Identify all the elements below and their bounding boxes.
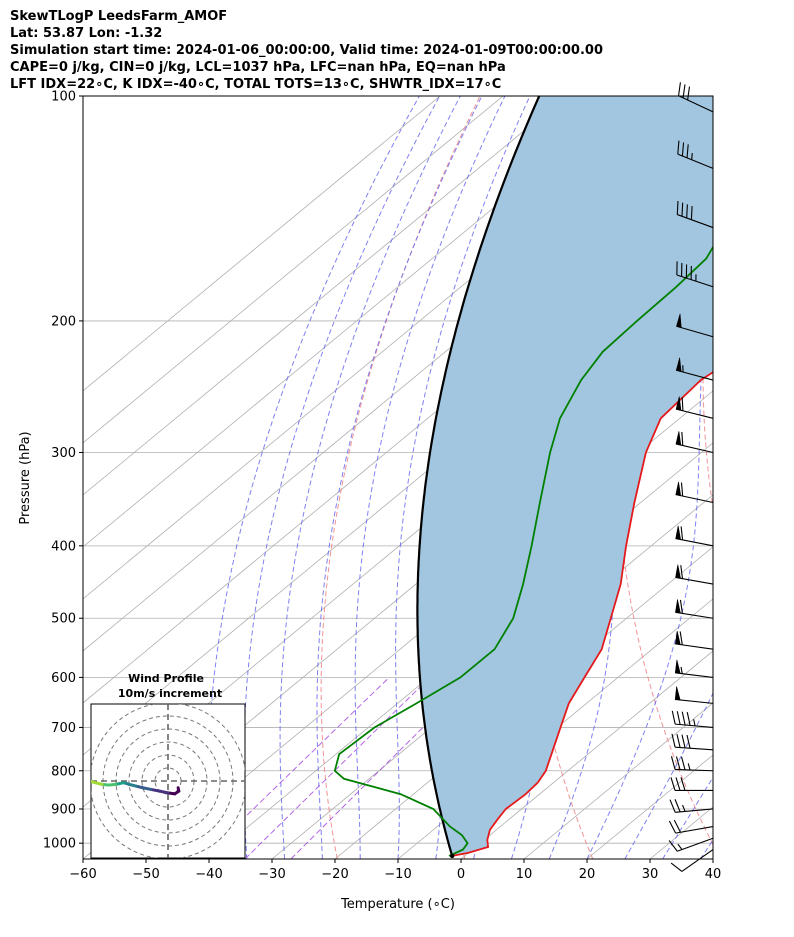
x-tick-label: 40 bbox=[705, 867, 722, 882]
y-tick-label: 800 bbox=[51, 764, 76, 779]
wind-barb bbox=[675, 481, 714, 504]
y-tick-label: 300 bbox=[51, 446, 76, 461]
y-tick-label: 200 bbox=[51, 314, 76, 329]
wind-barb bbox=[674, 686, 714, 704]
x-tick-label: 0 bbox=[457, 867, 465, 882]
temperature-line bbox=[452, 371, 713, 857]
moist-adiabat bbox=[395, 96, 531, 859]
moist-adiabat bbox=[243, 96, 441, 859]
x-tick-label: −60 bbox=[69, 867, 96, 882]
x-tick-label: 20 bbox=[579, 867, 596, 882]
isotherm-line bbox=[523, 702, 713, 859]
parcel-path-line bbox=[416, 96, 541, 857]
y-tick-label: 900 bbox=[51, 802, 76, 817]
moist-adiabat bbox=[279, 96, 461, 859]
title-station: SkewTLogP LeedsFarm_AMOF bbox=[10, 9, 228, 24]
wind-barb bbox=[676, 313, 714, 338]
title-indices: LFT IDX=22∘C, K IDX=-40∘C, TOTAL TOTS=13… bbox=[10, 77, 502, 92]
wind-barb bbox=[675, 396, 714, 419]
x-tick-label: 10 bbox=[516, 867, 533, 882]
dewpoint-line bbox=[333, 245, 713, 857]
cin-shaded-area bbox=[417, 96, 713, 856]
moist-adiabat bbox=[586, 239, 713, 859]
y-tick-label: 1000 bbox=[43, 837, 76, 852]
hodograph-segment bbox=[91, 780, 97, 785]
isotherm-line bbox=[460, 650, 713, 859]
y-tick-label: 100 bbox=[51, 90, 76, 105]
wind-barb bbox=[668, 837, 714, 852]
isotherm-line bbox=[712, 858, 713, 859]
x-tick-label: 30 bbox=[642, 867, 659, 882]
wind-barb bbox=[675, 525, 714, 547]
title-latlon: Lat: 53.87 Lon: -1.32 bbox=[10, 26, 163, 41]
wind-barb bbox=[670, 777, 713, 791]
x-tick-label: −40 bbox=[195, 867, 222, 882]
wind-barb bbox=[670, 756, 714, 772]
parcel-start-marker bbox=[449, 853, 455, 859]
wind-barb bbox=[675, 431, 714, 454]
moist-adiabat bbox=[354, 96, 506, 859]
y-axis-label: Pressure (hPa) bbox=[18, 431, 33, 524]
title-times: Simulation start time: 2024-01-06_00:00:… bbox=[10, 43, 603, 58]
y-tick-label: 400 bbox=[51, 539, 76, 554]
wind-barb bbox=[676, 200, 714, 229]
wind-barb bbox=[677, 140, 714, 169]
wind-barb bbox=[675, 357, 714, 381]
y-tick-label: 600 bbox=[51, 671, 76, 686]
y-tick-label: 500 bbox=[51, 612, 76, 627]
hodograph-plot bbox=[91, 704, 245, 858]
wind-barb bbox=[671, 710, 714, 728]
dry-adiabat bbox=[320, 96, 481, 859]
title-cape: CAPE=0 j/kg, CIN=0 j/kg, LCL=1037 hPa, L… bbox=[10, 60, 506, 75]
wind-barb bbox=[668, 819, 714, 834]
wind-barb bbox=[675, 564, 714, 585]
moist-adiabat bbox=[206, 96, 420, 859]
cape-shading bbox=[417, 96, 713, 856]
hodograph-inset: Wind Profile 10m/s increment bbox=[90, 672, 246, 859]
y-tick-label: 700 bbox=[51, 721, 76, 736]
hodograph-subtitle: 10m/s increment bbox=[118, 687, 222, 700]
wind-barb bbox=[675, 599, 714, 619]
moist-adiabat bbox=[624, 692, 713, 859]
x-axis-label: Temperature (∘C) bbox=[340, 897, 455, 912]
isotherm-line bbox=[83, 96, 567, 496]
mixing-ratio-line bbox=[201, 677, 390, 859]
wind-barb bbox=[671, 733, 714, 751]
wind-barb bbox=[674, 659, 714, 678]
wind-barb bbox=[670, 849, 714, 872]
isotherm-line bbox=[776, 96, 794, 859]
wind-barb bbox=[675, 630, 714, 650]
isotherm-line bbox=[83, 96, 441, 392]
isotherm-line bbox=[83, 96, 504, 444]
wind-barbs bbox=[668, 82, 714, 872]
hodograph-title: Wind Profile bbox=[128, 672, 204, 685]
moist-adiabat bbox=[738, 96, 794, 859]
wind-barb bbox=[676, 261, 714, 288]
x-tick-label: −10 bbox=[384, 867, 411, 882]
x-tick-label: −20 bbox=[321, 867, 348, 882]
chart-title-block: SkewTLogP LeedsFarm_AMOF Lat: 53.87 Lon:… bbox=[10, 8, 603, 93]
wind-barb bbox=[669, 799, 714, 813]
wind-barb bbox=[678, 82, 714, 113]
profile-lines bbox=[333, 96, 713, 859]
dry-adiabat bbox=[784, 96, 794, 859]
moist-adiabat bbox=[699, 839, 713, 859]
moist-adiabat bbox=[316, 96, 483, 859]
isotherm-line bbox=[83, 96, 630, 548]
isotherm-line bbox=[208, 442, 713, 859]
mixing-ratio-line bbox=[244, 677, 431, 859]
x-tick-label: −30 bbox=[258, 867, 285, 882]
x-tick-label: −50 bbox=[132, 867, 159, 882]
dry-adiabat bbox=[702, 231, 713, 512]
